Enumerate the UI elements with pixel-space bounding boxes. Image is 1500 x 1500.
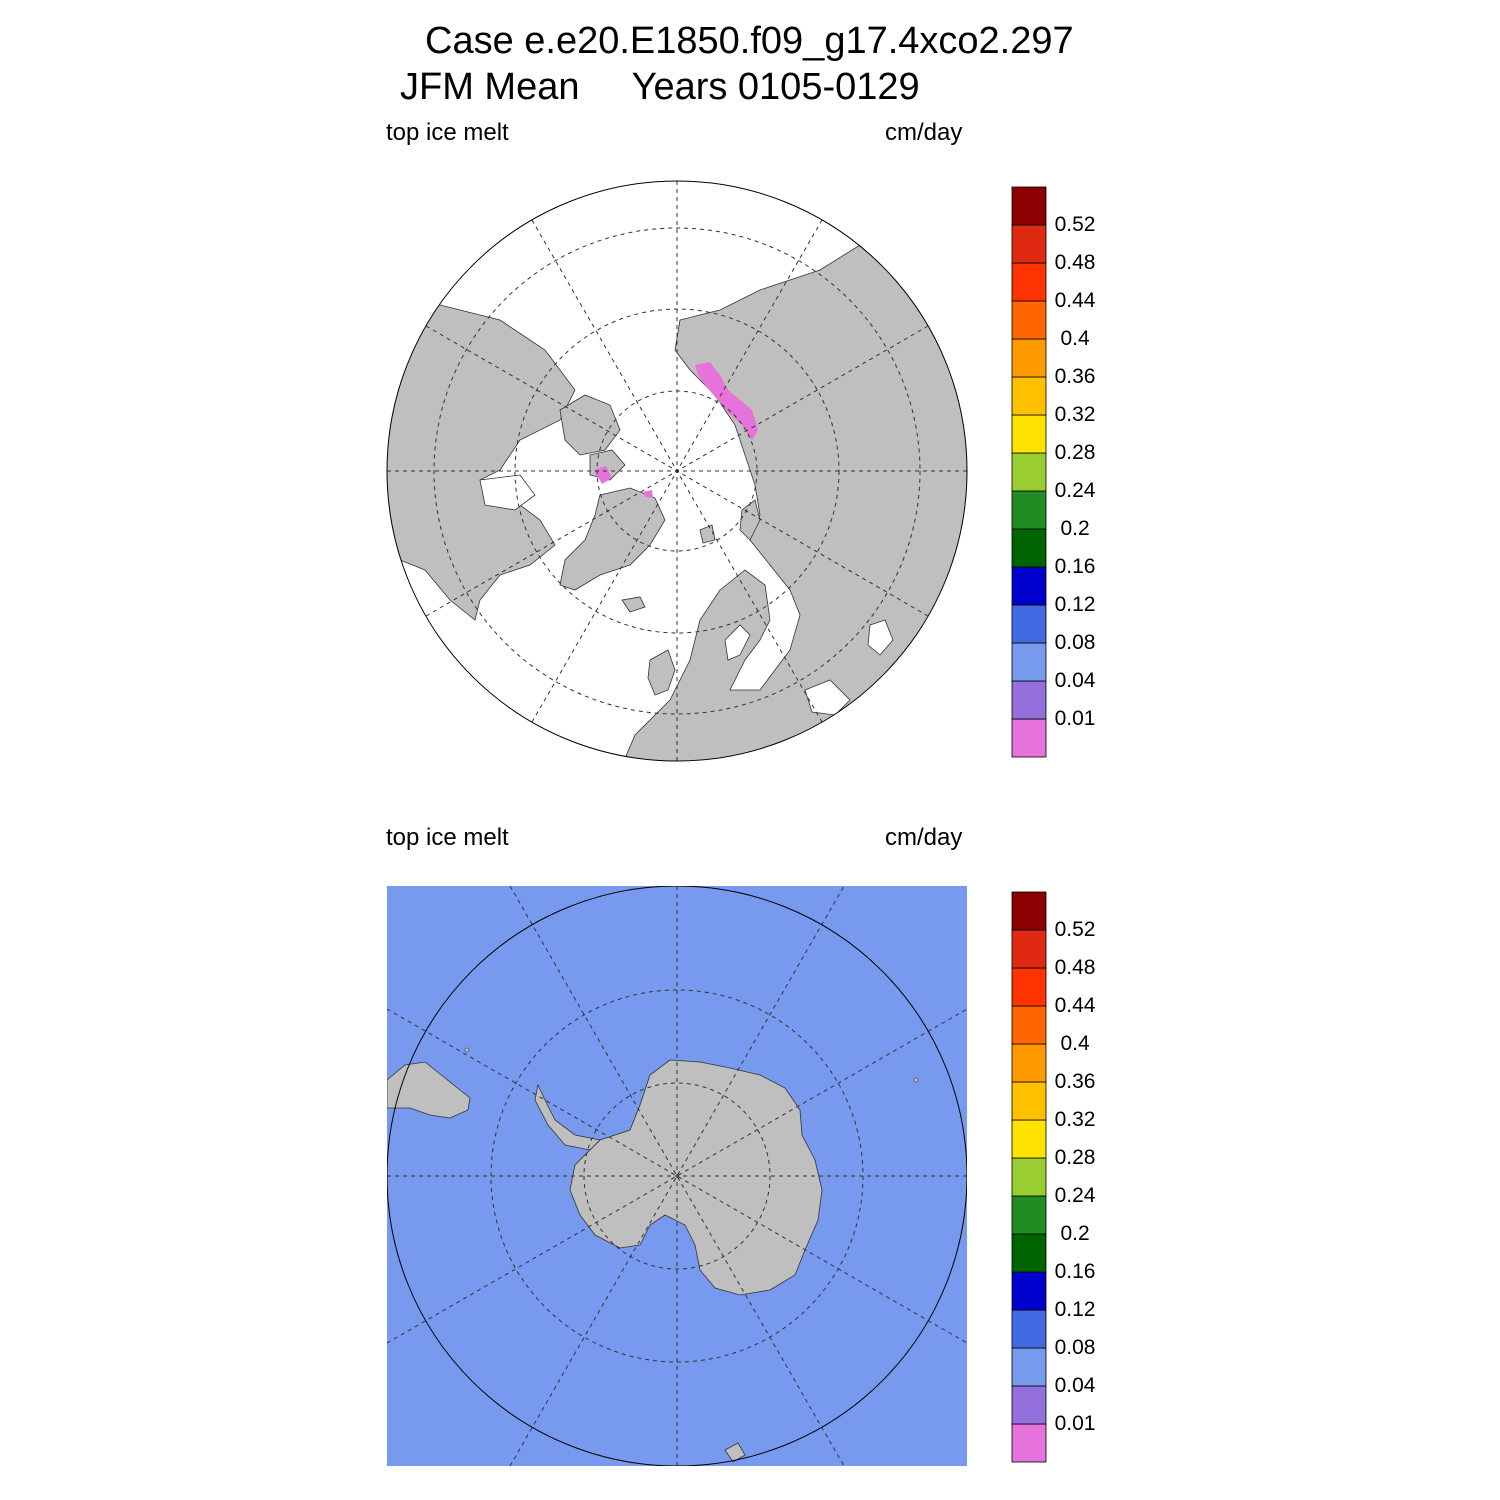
plot-title-line-1: Case e.e20.E1850.f09_g17.4xco2.297	[425, 20, 1074, 62]
north-colorbar-tick-label: 0.04	[1054, 669, 1096, 692]
north-colorbar-swatch	[1011, 718, 1047, 758]
south-colorbar-tick-label: 0.36	[1054, 1070, 1096, 1093]
north-colorbar-swatch	[1011, 186, 1047, 226]
south-colorbar-tick-label: 0.24	[1054, 1184, 1096, 1207]
north-colorbar-tick-label: 0.32	[1054, 403, 1096, 426]
north-map-border	[386, 180, 968, 762]
south-colorbar-tick-label: 0.48	[1054, 956, 1096, 979]
island-dot	[464, 1047, 470, 1053]
south-colorbar-tick-label: 0.01	[1054, 1412, 1096, 1435]
hudson-bay	[479, 474, 536, 511]
south-colorbar-swatch	[1011, 1005, 1047, 1045]
north-polar-map	[386, 180, 968, 762]
north-colorbar-swatch	[1011, 224, 1047, 264]
south-panel-units-label: cm/day	[885, 824, 963, 851]
south-colorbar-swatch	[1011, 1043, 1047, 1083]
north-colorbar-tick-label: 0.4	[1060, 327, 1090, 350]
iceland-land	[621, 596, 646, 613]
north-colorbar-tick-label: 0.24	[1054, 479, 1096, 502]
north-panel-units-label: cm/day	[885, 119, 963, 146]
north-colorbar-tick-label: 0.16	[1054, 555, 1096, 578]
south-america-land	[387, 1061, 471, 1119]
south-colorbar-tick-label: 0.12	[1054, 1298, 1096, 1321]
south-colorbar-tick-label: 0.52	[1054, 918, 1096, 941]
svalbard-land	[699, 524, 716, 544]
north-colorbar-swatch	[1011, 642, 1047, 682]
north-colorbar-swatch	[1011, 604, 1047, 644]
south-colorbar-swatch	[1011, 891, 1047, 931]
greenland-coast-melt	[643, 490, 653, 498]
south-colorbar-tick-label: 0.2	[1060, 1222, 1090, 1245]
south-colorbar-swatch	[1011, 1081, 1047, 1121]
south-colorbar-tick-label: 0.16	[1054, 1260, 1096, 1283]
greenland-land	[559, 487, 666, 591]
south-polar-map	[387, 886, 967, 1466]
inland-sea-2	[804, 679, 851, 716]
south-colorbar	[1011, 891, 1047, 1463]
island-dot-2	[913, 1077, 919, 1083]
south-colorbar-tick-label: 0.04	[1054, 1374, 1096, 1397]
north-colorbar-swatch	[1011, 414, 1047, 454]
north-colorbar-swatch	[1011, 300, 1047, 340]
south-colorbar-swatch	[1011, 1385, 1047, 1425]
south-colorbar-swatch	[1011, 1309, 1047, 1349]
south-colorbar-swatch	[1011, 1271, 1047, 1311]
south-colorbar-swatch	[1011, 1423, 1047, 1463]
south-colorbar-swatch	[1011, 929, 1047, 969]
north-panel-variable-label: top ice melt	[386, 119, 509, 146]
north-colorbar-swatch	[1011, 490, 1047, 530]
north-colorbar-tick-label: 0.08	[1054, 631, 1096, 654]
south-colorbar-tick-label: 0.32	[1054, 1108, 1096, 1131]
north-colorbar-tick-label: 0.28	[1054, 441, 1096, 464]
north-america-land	[387, 299, 576, 621]
inland-sea	[867, 619, 894, 656]
north-colorbar-tick-label: 0.36	[1054, 365, 1096, 388]
south-colorbar-tick-label: 0.4	[1060, 1032, 1090, 1055]
north-colorbar-swatch	[1011, 528, 1047, 568]
south-panel-variable-label: top ice melt	[386, 824, 509, 851]
north-graticule	[387, 181, 967, 761]
south-colorbar-swatch	[1011, 1157, 1047, 1197]
south-colorbar-swatch	[1011, 967, 1047, 1007]
north-colorbar-swatch	[1011, 262, 1047, 302]
north-colorbar-tick-label: 0.12	[1054, 593, 1096, 616]
north-colorbar-tick-label: 0.52	[1054, 213, 1096, 236]
plot-title-line-2: JFM Mean Years 0105-0129	[400, 66, 920, 108]
british-isles-land	[647, 649, 676, 696]
sub-antarctic-island	[724, 1442, 746, 1463]
north-colorbar-swatch	[1011, 566, 1047, 606]
north-colorbar-swatch	[1011, 376, 1047, 416]
north-colorbar-tick-label: 0.48	[1054, 251, 1096, 274]
antarctica-land	[569, 1059, 823, 1296]
arctic-archipelago-land	[559, 394, 621, 456]
north-colorbar	[1011, 186, 1047, 758]
south-graticule	[387, 886, 967, 1466]
north-colorbar-swatch	[1011, 452, 1047, 492]
south-colorbar-tick-label: 0.44	[1054, 994, 1096, 1017]
north-colorbar-swatch	[1011, 680, 1047, 720]
south-colorbar-tick-label: 0.08	[1054, 1336, 1096, 1359]
siberian-coast-melt	[695, 362, 758, 440]
north-colorbar-tick-label: 0.01	[1054, 707, 1096, 730]
north-colorbar-tick-label: 0.2	[1060, 517, 1090, 540]
baltic-sea	[724, 624, 751, 661]
south-colorbar-swatch	[1011, 1119, 1047, 1159]
south-colorbar-swatch	[1011, 1195, 1047, 1235]
south-colorbar-tick-label: 0.28	[1054, 1146, 1096, 1169]
north-colorbar-tick-label: 0.44	[1054, 289, 1096, 312]
south-colorbar-swatch	[1011, 1233, 1047, 1273]
north-colorbar-swatch	[1011, 338, 1047, 378]
south-colorbar-swatch	[1011, 1347, 1047, 1387]
